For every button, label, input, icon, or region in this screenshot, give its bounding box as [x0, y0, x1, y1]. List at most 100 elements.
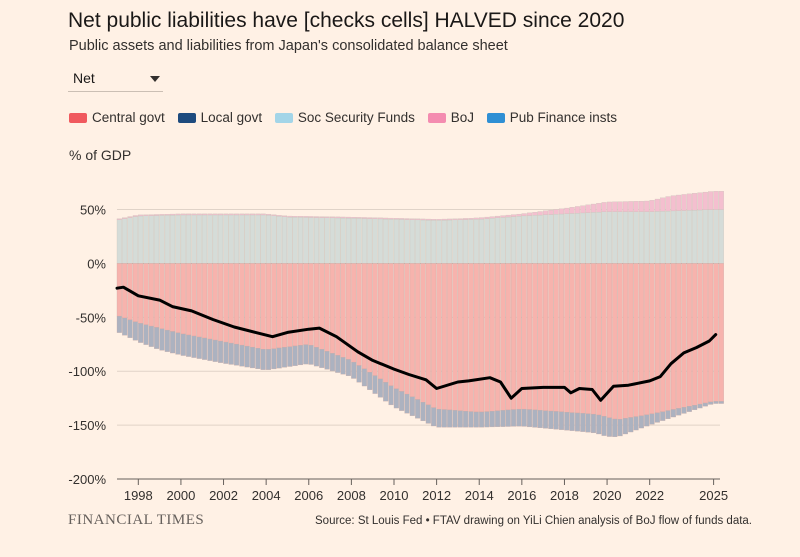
bar-soc-security — [527, 215, 533, 264]
bar-soc-security — [473, 219, 479, 264]
bar-central-govt — [692, 263, 698, 406]
bar-boj — [425, 218, 431, 221]
bar-central-govt — [644, 263, 650, 415]
measure-dropdown[interactable]: Net — [68, 67, 163, 92]
bar-boj — [409, 218, 415, 220]
bar-soc-security — [489, 218, 495, 264]
bar-central-govt — [116, 263, 122, 317]
bar-local-govt — [505, 409, 511, 427]
bar-boj — [569, 207, 575, 214]
bar-central-govt — [649, 263, 655, 414]
bar-central-govt — [367, 263, 373, 373]
bar-boj — [574, 206, 580, 214]
bar-local-govt — [388, 385, 394, 406]
bar-soc-security — [159, 215, 165, 264]
bar-local-govt — [383, 382, 389, 402]
bar-boj — [212, 213, 218, 216]
bar-central-govt — [495, 263, 501, 411]
bar-central-govt — [148, 263, 154, 327]
bar-boj — [527, 212, 533, 216]
bar-soc-security — [606, 211, 612, 264]
bar-local-govt — [617, 419, 623, 437]
bar-local-govt — [297, 345, 303, 366]
bar-central-govt — [207, 263, 213, 340]
bar-soc-security — [324, 217, 330, 264]
bar-boj — [202, 213, 208, 216]
bar-central-govt — [452, 263, 458, 411]
source-note: Source: St Louis Fed • FTAV drawing on Y… — [315, 515, 752, 527]
bar-soc-security — [676, 210, 682, 264]
bar-central-govt — [196, 263, 202, 338]
bar-soc-security — [633, 211, 639, 264]
bar-soc-security — [234, 214, 240, 264]
bar-boj — [473, 217, 479, 220]
bar-central-govt — [324, 263, 330, 352]
bar-boj — [351, 217, 357, 219]
bar-boj — [495, 215, 501, 218]
bar-soc-security — [218, 214, 224, 264]
bar-local-govt — [234, 343, 240, 366]
bar-soc-security — [479, 218, 485, 264]
bar-soc-security — [425, 219, 431, 264]
bar-local-govt — [548, 410, 554, 429]
bar-boj — [463, 218, 469, 220]
bar-local-govt — [702, 402, 708, 407]
bar-soc-security — [377, 218, 383, 264]
bar-soc-security — [484, 218, 490, 264]
bar-central-govt — [516, 263, 522, 410]
bar-boj — [542, 210, 549, 215]
bar-central-govt — [654, 263, 660, 413]
bar-boj — [335, 216, 341, 219]
bar-soc-security — [340, 217, 346, 264]
legend-item-central-govt: Central govt — [69, 110, 165, 125]
bar-local-govt — [601, 416, 607, 436]
bar-boj — [489, 216, 495, 219]
bar-boj — [138, 214, 144, 217]
bar-soc-security — [431, 220, 437, 264]
bar-central-govt — [585, 263, 591, 414]
bar-local-govt — [489, 411, 495, 428]
bar-soc-security — [303, 217, 309, 264]
bar-soc-security — [383, 218, 389, 264]
bar-local-govt — [447, 409, 453, 428]
bar-soc-security — [420, 219, 426, 264]
bar-local-govt — [218, 340, 224, 363]
x-tick-label: 2012 — [422, 488, 451, 503]
bar-local-govt — [473, 411, 479, 428]
bar-local-govt — [132, 321, 138, 341]
bar-local-govt — [345, 359, 351, 376]
bar-soc-security — [500, 217, 506, 264]
bar-boj — [356, 217, 362, 219]
bar-local-govt — [223, 341, 229, 364]
bar-soc-security — [308, 217, 314, 264]
bar-soc-security — [186, 214, 192, 264]
bar-local-govt — [207, 338, 213, 361]
bar-central-govt — [159, 263, 165, 329]
bar-boj — [500, 215, 506, 218]
bar-local-govt — [127, 319, 133, 338]
bar-boj — [713, 191, 719, 210]
x-tick-label: 2002 — [209, 488, 238, 503]
bar-central-govt — [708, 263, 714, 403]
bar-local-govt — [676, 408, 682, 416]
bar-soc-security — [281, 216, 288, 264]
bar-local-govt — [495, 410, 501, 427]
bar-local-govt — [399, 391, 405, 411]
bar-boj — [665, 196, 671, 212]
bar-local-govt — [180, 333, 186, 356]
x-tick-label: 1998 — [124, 488, 153, 503]
bar-local-govt — [425, 404, 431, 424]
bar-local-govt — [228, 342, 234, 365]
bar-boj — [170, 213, 176, 216]
bar-boj — [686, 193, 692, 211]
chevron-down-icon — [150, 76, 160, 82]
bar-local-govt — [271, 348, 277, 370]
bar-local-govt — [596, 414, 602, 435]
bar-boj — [644, 200, 650, 212]
bar-boj — [228, 213, 234, 216]
bar-central-govt — [329, 263, 335, 354]
y-tick-label: -50% — [76, 310, 107, 325]
bar-soc-security — [628, 211, 634, 264]
bar-local-govt — [665, 410, 671, 419]
